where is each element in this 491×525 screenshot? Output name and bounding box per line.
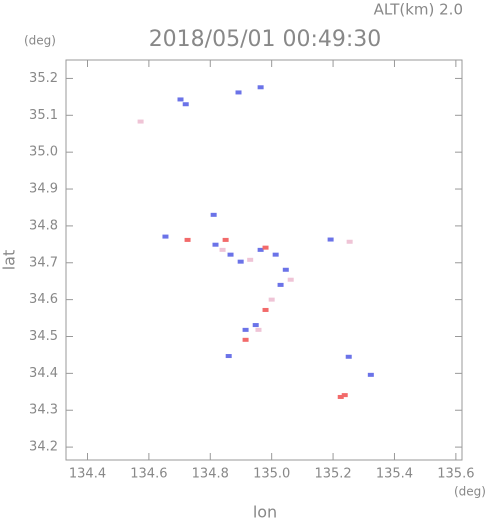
echo-point [219,247,226,252]
y-tick-label: 34.6 [29,292,58,307]
y-tick-label: 34.4 [29,366,58,381]
y-tick-label: 34.9 [29,182,58,197]
echo-point [242,327,249,332]
echo-point [257,247,264,252]
echo-point [237,259,244,264]
echo-point [272,252,279,257]
echo-point [262,307,269,312]
y-tick-label: 35.1 [29,108,58,123]
x-tick-label: 135.2 [314,467,351,482]
echo-point [262,245,269,250]
echo-point [182,102,189,107]
echo-point [277,282,284,287]
echo-point [225,354,232,359]
echo-point [268,297,275,302]
x-tick-label: 134.6 [130,467,167,482]
echo-point [327,237,334,242]
echo-point [287,277,294,282]
echo-point [337,394,344,399]
echo-point [367,372,374,377]
echo-point [255,327,262,332]
echo-point [137,119,144,124]
x-tick-label: 135.4 [376,467,413,482]
echo-point [252,323,259,328]
echo-point [162,234,169,239]
x-unit: (deg) [454,485,486,499]
echo-point [345,354,352,359]
y-tick-label: 34.7 [29,255,58,270]
echo-point [341,393,348,398]
echo-point [247,257,254,262]
echo-point [212,242,219,247]
y-tick-label: 34.5 [29,329,58,344]
echo-point [242,337,249,342]
plot-frame [65,59,463,461]
x-tick-label: 134.4 [69,467,106,482]
echo-point [257,85,264,90]
y-tick-label: 34.2 [29,440,58,455]
echo-point [210,212,217,217]
y-tick-label: 35.2 [29,71,58,86]
echo-point [177,97,184,102]
altitude-label: ALT(km) 2.0 [374,1,463,19]
x-tick-label: 134.8 [192,467,229,482]
echo-point [227,252,234,257]
echo-point [282,267,289,272]
y-tick-label: 35.0 [29,145,58,160]
echo-point [235,90,242,95]
echo-point [184,237,191,242]
y-unit: (deg) [24,34,56,48]
x-tick-label: 135.6 [437,467,474,482]
y-axis-label: lat [0,250,19,271]
x-tick-label: 135.0 [253,467,290,482]
echo-point [346,239,353,244]
y-tick-label: 34.8 [29,218,58,233]
x-axis-label: lon [253,503,277,522]
y-tick-label: 34.3 [29,403,58,418]
echo-point [222,237,229,242]
chart-title: 2018/05/01 00:49:30 [149,27,382,52]
